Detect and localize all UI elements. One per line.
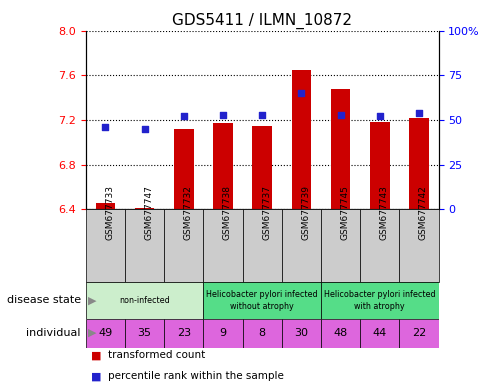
Text: GSM677737: GSM677737 [262,185,271,240]
Bar [321,209,360,282]
Bar [321,282,439,319]
Bar [203,319,243,348]
Bar [86,209,125,282]
Point [297,90,305,96]
Text: transformed count: transformed count [108,350,205,360]
Bar [370,122,390,209]
Text: ▶: ▶ [88,328,97,338]
Bar [86,319,125,348]
Point [376,113,384,119]
Bar [164,319,203,348]
Text: GSM677733: GSM677733 [105,185,114,240]
Bar [203,209,243,282]
Text: 30: 30 [294,328,308,338]
Text: 9: 9 [220,328,226,338]
Bar [96,203,115,209]
Bar [252,126,272,209]
Text: ■: ■ [91,371,101,381]
Text: GSM677743: GSM677743 [380,185,389,240]
Bar [243,319,282,348]
Point [415,110,423,116]
Bar [125,319,164,348]
Bar [164,209,203,282]
Text: 48: 48 [333,328,348,338]
Bar [282,209,321,282]
Text: Helicobacter pylori infected
with atrophy: Helicobacter pylori infected with atroph… [324,290,436,311]
Point [258,112,266,118]
Bar [86,282,203,319]
Text: ■: ■ [91,350,101,360]
Text: 35: 35 [138,328,151,338]
Bar [399,319,439,348]
Bar [360,209,399,282]
Text: percentile rank within the sample: percentile rank within the sample [108,371,284,381]
Bar [135,208,154,209]
Bar [331,89,350,209]
Text: disease state: disease state [7,295,81,306]
Bar [409,118,429,209]
Bar [203,282,321,319]
Bar [399,209,439,282]
Text: individual: individual [26,328,81,338]
Bar [292,70,311,209]
Text: GSM677732: GSM677732 [184,185,193,240]
Point [141,126,148,132]
Point [219,112,227,118]
Text: 8: 8 [259,328,266,338]
Bar [360,319,399,348]
Point [337,112,344,118]
Text: ▶: ▶ [88,295,97,306]
Text: GSM677747: GSM677747 [145,185,153,240]
Bar [321,319,360,348]
Title: GDS5411 / ILMN_10872: GDS5411 / ILMN_10872 [172,13,352,29]
Text: GSM677742: GSM677742 [419,185,428,240]
Text: GSM677739: GSM677739 [301,185,310,240]
Bar [174,129,194,209]
Text: GSM677745: GSM677745 [341,185,349,240]
Text: 44: 44 [372,328,387,338]
Bar [243,209,282,282]
Bar [282,319,321,348]
Text: 23: 23 [177,328,191,338]
Bar [213,123,233,209]
Text: GSM677738: GSM677738 [223,185,232,240]
Point [101,124,109,130]
Text: 22: 22 [412,328,426,338]
Text: 49: 49 [98,328,113,338]
Bar [125,209,164,282]
Point [180,113,188,119]
Text: Helicobacter pylori infected
without atrophy: Helicobacter pylori infected without atr… [206,290,318,311]
Text: non-infected: non-infected [119,296,170,305]
